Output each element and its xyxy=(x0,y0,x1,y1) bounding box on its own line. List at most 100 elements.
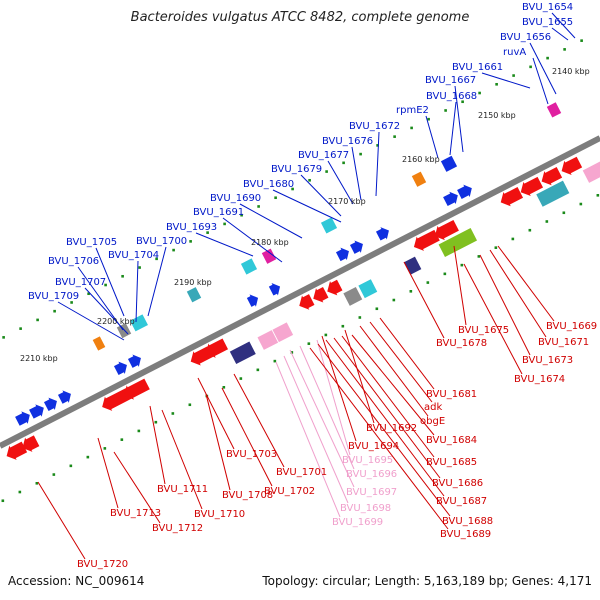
tick-mark xyxy=(529,65,532,69)
gene-label-lower: BVU_1685 xyxy=(426,457,477,468)
gene-block xyxy=(438,228,478,257)
gene-label-leader xyxy=(497,245,555,322)
gene-label-upper: BVU_1680 xyxy=(243,179,294,190)
gene-label-leader xyxy=(351,146,362,201)
tick-mark xyxy=(546,56,549,60)
forward-gene-feature xyxy=(443,191,458,207)
gene-label-leader xyxy=(333,337,441,479)
tick-mark xyxy=(172,248,175,252)
gene-block xyxy=(358,279,378,299)
gene-label-leader xyxy=(359,325,429,417)
tick-mark xyxy=(376,144,379,147)
tick-mark xyxy=(86,455,90,459)
tick-mark xyxy=(392,298,396,302)
gene-block xyxy=(130,314,148,332)
gene-label-leader xyxy=(321,335,357,442)
kbp-scale-label: 2140 kbp xyxy=(552,67,590,76)
tick-mark xyxy=(1,499,5,503)
gene-label-lower: BVU_1710 xyxy=(194,509,245,520)
gene-label-upper: BVU_1677 xyxy=(298,150,349,161)
forward-gene-feature xyxy=(457,184,472,199)
reverse-gene-feature xyxy=(123,378,150,400)
gene-label-lower: BVU_1674 xyxy=(514,374,565,385)
gene-label-upper: BVU_1707 xyxy=(55,277,106,288)
tick-mark xyxy=(70,301,73,304)
gene-block xyxy=(261,248,277,264)
gene-block xyxy=(343,286,363,306)
tick-mark xyxy=(307,342,311,345)
tick-mark xyxy=(324,333,328,337)
tick-mark xyxy=(461,100,464,104)
tick-mark xyxy=(342,161,345,165)
tick-mark xyxy=(19,327,22,330)
gene-label-upper: BVU_1668 xyxy=(426,91,477,102)
tick-mark xyxy=(579,202,583,206)
tick-mark xyxy=(410,126,413,130)
gene-label-leader xyxy=(551,12,576,39)
tick-mark xyxy=(478,91,481,95)
topology-label: Topology: circular; Length: 5,163,189 bp… xyxy=(262,574,592,588)
gene-label-leader xyxy=(481,72,531,89)
gene-label-leader xyxy=(351,334,435,436)
reverse-gene-feature xyxy=(434,219,459,241)
forward-gene-feature xyxy=(43,397,57,411)
reverse-gene-feature xyxy=(22,435,40,452)
reverse-gene-feature xyxy=(313,286,329,303)
tick-mark xyxy=(325,170,328,173)
gene-label-upper: BVU_1690 xyxy=(210,193,261,204)
gene-label-upper: BVU_1700 xyxy=(136,236,187,247)
tick-mark xyxy=(273,359,277,363)
gene-label-lower: BVU_1692 xyxy=(366,423,417,434)
genome-backbone xyxy=(0,135,600,449)
tick-mark xyxy=(545,220,549,223)
gene-label-leader xyxy=(289,349,355,488)
gene-label-leader xyxy=(299,345,355,470)
gene-label-leader xyxy=(205,393,231,491)
tick-mark xyxy=(138,266,141,269)
reverse-gene-feature xyxy=(299,294,315,310)
tick-mark xyxy=(188,403,192,407)
gene-label-leader xyxy=(375,131,380,197)
tick-mark xyxy=(477,255,481,258)
gene-label-leader xyxy=(379,317,435,390)
reverse-gene-feature xyxy=(102,388,132,411)
gene-block xyxy=(272,322,294,343)
accession-label: Accession: NC_009614 xyxy=(8,574,145,588)
gene-label-lower: BVU_1684 xyxy=(426,435,477,446)
tick-mark xyxy=(562,211,566,215)
gene-label-leader xyxy=(239,203,303,239)
gene-label-leader xyxy=(449,101,457,156)
tick-mark xyxy=(121,274,124,278)
tick-mark xyxy=(36,318,39,322)
forward-gene-feature xyxy=(375,227,389,241)
tick-mark xyxy=(291,187,294,191)
gene-label-leader xyxy=(272,189,342,223)
tick-mark xyxy=(2,336,5,339)
gene-label-lower: BVU_1701 xyxy=(276,467,327,478)
gene-label-upper: BVU_1661 xyxy=(452,62,503,73)
tick-mark xyxy=(563,48,566,51)
gene-label-lower: BVU_1712 xyxy=(152,523,203,534)
tick-mark xyxy=(53,309,56,313)
forward-gene-feature xyxy=(268,283,281,296)
tick-mark xyxy=(87,292,90,296)
gene-label-leader xyxy=(195,232,254,257)
reverse-gene-feature xyxy=(520,176,544,197)
gene-block xyxy=(240,258,258,275)
kbp-scale-label: 2150 kbp xyxy=(478,111,516,120)
forward-gene-feature xyxy=(127,354,141,368)
gene-label-lower: BVU_1698 xyxy=(340,503,391,514)
forward-gene-feature xyxy=(335,247,349,262)
gene-label-upper: BVU_1709 xyxy=(28,291,79,302)
gene-label-upper: BVU_1672 xyxy=(349,121,400,132)
gene-label-leader xyxy=(425,115,439,159)
gene-label-lower: BVU_1702 xyxy=(264,486,315,497)
tick-mark xyxy=(409,290,413,293)
gene-block xyxy=(440,155,458,172)
gene-label-lower: BVU_1681 xyxy=(426,389,477,400)
tick-mark xyxy=(443,272,447,276)
gene-block xyxy=(229,341,256,365)
forward-gene-feature xyxy=(57,390,71,404)
gene-label-leader xyxy=(454,85,464,153)
gene-label-lower: BVU_1694 xyxy=(348,441,399,452)
